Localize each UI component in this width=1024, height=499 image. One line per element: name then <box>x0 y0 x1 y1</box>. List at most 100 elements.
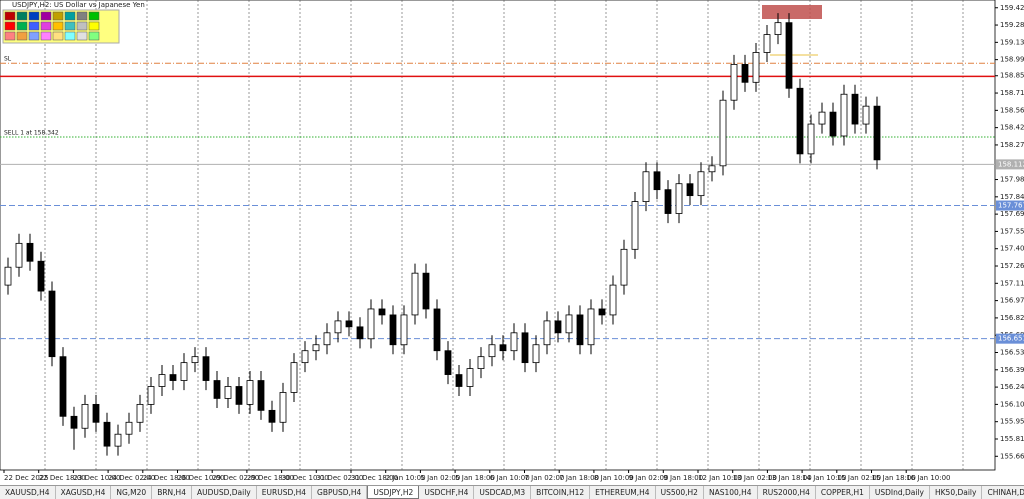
y-tick-label: 157.840 <box>1000 193 1024 201</box>
symbol-tab[interactable]: BRN,H4 <box>152 486 192 499</box>
y-tick-label: 159.135 <box>1000 38 1024 46</box>
symbol-tab[interactable]: ETHEREUM,H4 <box>590 486 656 499</box>
swatch <box>88 21 100 31</box>
y-tick-label: 155.665 <box>1000 452 1024 460</box>
candle-body <box>158 374 166 387</box>
y-tick-label: 158.420 <box>1000 124 1024 132</box>
candle-body <box>488 344 496 358</box>
symbol-tab[interactable]: GBPUSD,H4 <box>312 486 368 499</box>
candle-body <box>125 421 133 435</box>
symbol-tab[interactable]: EURUSD,H4 <box>257 486 313 499</box>
symbol-tab[interactable]: NG,M20 <box>111 486 153 499</box>
candle-body <box>675 183 683 214</box>
symbol-tab[interactable]: XAUUSD,H4 <box>0 486 56 499</box>
y-tick-label: 157.260 <box>1000 262 1024 270</box>
candle-body <box>477 356 485 370</box>
candle-body <box>708 165 716 173</box>
x-tick-label: 26 Dec 10:00 <box>178 474 225 482</box>
candle-body <box>81 403 89 429</box>
x-tick-label: 7 Jan 18:00 <box>559 474 599 482</box>
swatch <box>64 11 76 21</box>
candle-body <box>455 374 463 387</box>
y-tick-label: 157.695 <box>1000 210 1024 218</box>
symbol-tab[interactable]: US500,H2 <box>656 486 704 499</box>
x-tick-label: 14 Jan 10:00 <box>802 474 846 482</box>
swatch <box>40 11 52 21</box>
symbol-tab[interactable]: BITCOIN,H12 <box>531 486 591 499</box>
candle-body <box>59 356 67 417</box>
x-tick-label: 13 Jan 02:00 <box>733 474 777 482</box>
symbol-tab[interactable]: USDInd,Daily <box>870 486 930 499</box>
y-tick-label: 156.390 <box>1000 366 1024 374</box>
candle-body <box>543 320 551 346</box>
y-tick-label: 156.100 <box>1000 400 1024 408</box>
symbol-tab[interactable]: USDCAD,M3 <box>474 486 532 499</box>
candle-body <box>26 242 34 262</box>
swatch <box>88 31 100 41</box>
x-tick-label: 9 Jan 18:00 <box>663 474 703 482</box>
candle-body <box>378 308 386 316</box>
y-tick-label: 158.565 <box>1000 106 1024 114</box>
swatch <box>16 11 28 21</box>
symbol-tab[interactable]: XAGUSD,H4 <box>56 486 112 499</box>
candle-body <box>246 380 254 405</box>
candle-body <box>15 242 23 268</box>
symbol-tab[interactable]: CHINAH,Daily <box>982 486 1024 499</box>
swatch <box>28 11 40 21</box>
swatch <box>88 11 100 21</box>
candle-body <box>796 87 804 155</box>
candle-body <box>466 368 474 387</box>
x-tick-label: 31 Dec 02:00 <box>316 474 363 482</box>
candle-body <box>334 320 342 334</box>
symbol-tab[interactable]: USDJPY,H2 <box>367 486 420 499</box>
x-tick-label: 6 Jan 10:00 <box>490 474 530 482</box>
candle-body <box>213 380 221 399</box>
candle-body <box>279 392 287 423</box>
x-tick-label: 22 Dec 2025 <box>4 474 49 482</box>
palette <box>2 9 120 44</box>
candle-body <box>345 320 353 328</box>
level-tag <box>996 333 1024 344</box>
y-tick-label: 157.115 <box>1000 279 1024 287</box>
symbol-tab[interactable]: COPPER,H1 <box>816 486 870 499</box>
x-tick-label: 5 Jan 18:00 <box>455 474 495 482</box>
y-tick-label: 156.535 <box>1000 349 1024 357</box>
x-tick-label: 24 Dec 18:00 <box>143 474 190 482</box>
swatch <box>4 11 16 21</box>
x-tick-label: 8 Jan 10:00 <box>594 474 634 482</box>
y-tick-label: 156.245 <box>1000 383 1024 391</box>
candle-body <box>620 248 628 286</box>
symbol-tab[interactable]: HK50,Daily <box>930 486 983 499</box>
symbol-tab[interactable]: USDCHF,H4 <box>419 486 475 499</box>
candle-body <box>521 332 529 364</box>
candle-body <box>873 105 881 161</box>
y-tick-label: 158.990 <box>1000 56 1024 64</box>
level-label: 158.112 <box>998 160 1024 168</box>
y-tick-label: 157.405 <box>1000 245 1024 253</box>
candle-body <box>70 415 78 429</box>
swatch <box>28 21 40 31</box>
x-tick-label: 23 Dec 10:00 <box>73 474 120 482</box>
swatch <box>16 21 28 31</box>
candle-body <box>697 171 705 197</box>
candle-body <box>840 93 848 137</box>
x-tick-label: 16 Jan 10:00 <box>906 474 950 482</box>
candle-body <box>774 22 782 35</box>
swatch <box>52 11 64 21</box>
candle-body <box>147 386 155 405</box>
symbol-tab[interactable]: RUS2000,H4 <box>758 486 816 499</box>
symbol-tab[interactable]: AUDUSD,Daily <box>192 486 257 499</box>
swatch <box>16 31 28 41</box>
candle-body <box>807 123 815 155</box>
x-tick-label: 9 Jan 02:00 <box>629 474 669 482</box>
x-tick-label: 12 Jan 10:00 <box>698 474 742 482</box>
candle-body <box>763 34 771 53</box>
chart-title: USDJPY,H2: US Dollar vs Japanese Yen <box>12 1 145 9</box>
candle-body <box>323 332 331 346</box>
symbol-tab[interactable]: NAS100,H4 <box>704 486 758 499</box>
candle-body <box>686 183 694 197</box>
candle-body <box>829 111 837 137</box>
x-tick-label: 2 Jan 10:00 <box>386 474 426 482</box>
y-tick-label: 156.970 <box>1000 297 1024 305</box>
candle-body <box>653 171 661 191</box>
